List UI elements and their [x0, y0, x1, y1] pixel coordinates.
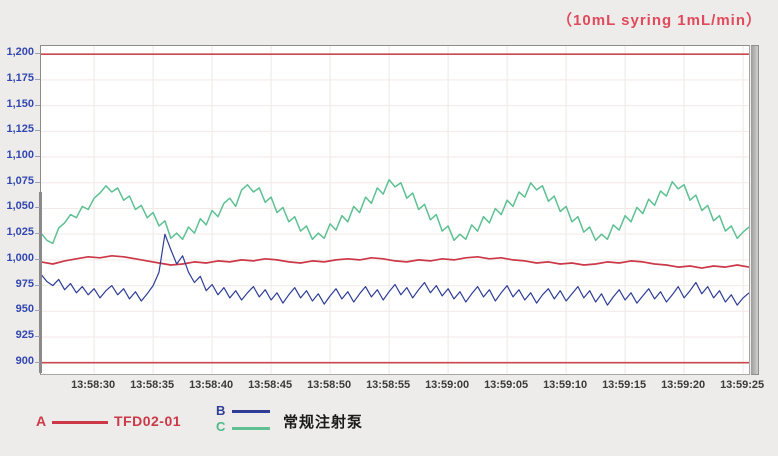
y-axis-tick-label: 900 — [15, 354, 34, 367]
y-axis-tick-mark — [35, 361, 40, 363]
legend-series-a-name: TFD02-01 — [114, 413, 182, 429]
y-axis-tick-label: 1,075 — [6, 174, 34, 187]
x-axis-tick-label: 13:59:20 — [661, 379, 706, 391]
y-axis-tick-mark — [35, 53, 40, 55]
x-axis-tick-label: 13:58:40 — [189, 379, 234, 391]
y-axis-tick-label: 1,050 — [6, 200, 34, 213]
y-axis-scrollbar-thumb[interactable] — [39, 192, 42, 373]
y-axis-tick-mark — [35, 284, 40, 286]
x-axis-tick-label: 13:59:15 — [602, 379, 647, 391]
legend-series-c-line-swatch — [232, 427, 270, 430]
chart-title: （10mL syring 1mL/min） — [557, 12, 762, 29]
x-axis-tick-label: 13:59:05 — [484, 379, 529, 391]
legend-series-a-letter: A — [36, 413, 47, 429]
x-axis-tick-label: 13:58:55 — [366, 379, 411, 391]
x-axis-tick-label: 13:58:45 — [248, 379, 293, 391]
vertical-scrollbar[interactable] — [751, 45, 759, 375]
series-A-line — [41, 254, 749, 269]
y-axis-tick-mark — [35, 233, 40, 235]
legend-series-c-letter: C — [216, 419, 226, 434]
y-axis-tick-mark — [35, 258, 40, 260]
y-axis-tick-mark — [35, 335, 40, 337]
plot-canvas[interactable] — [41, 46, 749, 374]
y-axis-tick-label: 925 — [15, 328, 34, 341]
x-axis-tick-label: 13:59:10 — [543, 379, 588, 391]
y-axis-tick-mark — [35, 310, 40, 312]
x-axis-tick-label: 13:58:35 — [130, 379, 175, 391]
y-axis-tick-mark — [35, 156, 40, 158]
y-axis-tick-mark — [35, 78, 40, 80]
y-axis-tick-label: 1,150 — [6, 97, 34, 110]
y-axis-tick-label: 1,100 — [6, 149, 34, 162]
y-axis-tick-label: 1,025 — [6, 226, 34, 239]
y-axis-tick-mark — [35, 130, 40, 132]
y-axis-tick-label: 975 — [15, 277, 34, 290]
legend-series-b-letter: B — [216, 403, 226, 418]
y-axis-tick-label: 950 — [15, 303, 34, 316]
x-axis-tick-label: 13:58:50 — [307, 379, 352, 391]
y-axis-tick-mark — [35, 207, 40, 209]
y-axis-tick-label: 1,000 — [6, 251, 34, 264]
series-C-line — [41, 178, 749, 245]
y-axis-tick-label: 1,125 — [6, 123, 34, 136]
y-axis-tick-mark — [35, 104, 40, 106]
y-axis-tick-label: 1,200 — [6, 46, 34, 59]
x-axis-tick-label: 13:58:30 — [71, 379, 116, 391]
legend-series-bc-name: 常规注射泵 — [283, 414, 364, 431]
series-B-line — [41, 233, 749, 306]
y-axis-tick-label: 1,175 — [6, 71, 34, 84]
plot-area[interactable] — [40, 45, 750, 375]
legend-series-a-line-swatch — [52, 421, 108, 424]
y-axis-tick-mark — [35, 181, 40, 183]
x-axis-tick-label: 13:59:25 — [720, 379, 765, 391]
legend-series-b-line-swatch — [232, 410, 270, 413]
x-axis-tick-label: 13:59:00 — [425, 379, 470, 391]
